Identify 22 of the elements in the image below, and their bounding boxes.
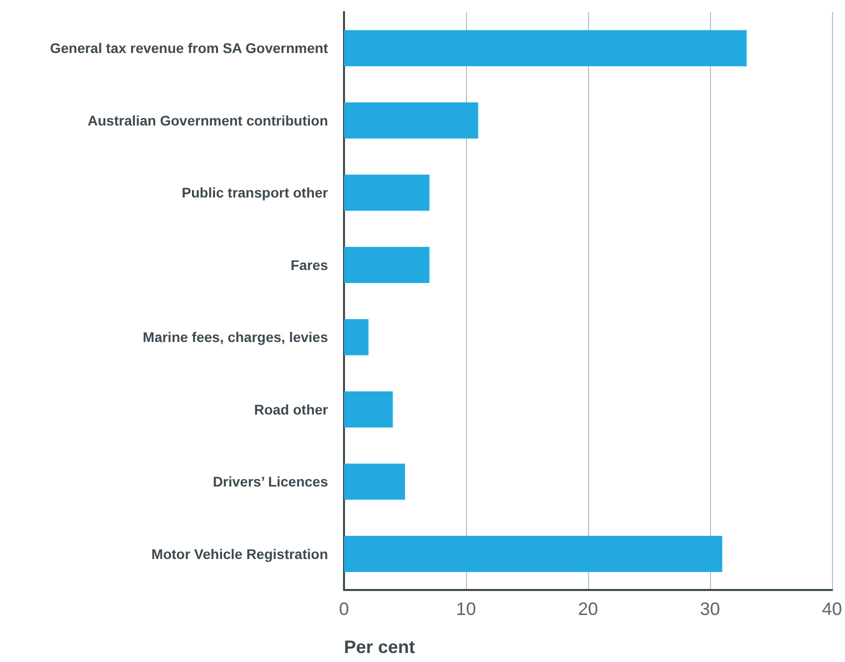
bar <box>344 319 368 356</box>
y-tick-label: Road other <box>254 401 329 418</box>
bar <box>344 30 747 66</box>
y-tick-label: Motor Vehicle Registration <box>151 546 328 562</box>
x-tick-label: 30 <box>700 599 720 619</box>
y-tick-label: Australian Government contribution <box>88 112 328 128</box>
x-tick-label: 10 <box>456 599 476 619</box>
y-tick-label: Public transport other <box>182 184 329 201</box>
x-tick-label: 0 <box>338 599 350 619</box>
y-tick-label: Fares <box>290 256 328 273</box>
y-tick-label: Drivers’ Licences <box>212 474 328 490</box>
bar <box>344 246 430 283</box>
bar <box>344 174 430 211</box>
y-tick-label: Marine fees, charges, levies <box>142 329 328 346</box>
x-tick-label: 20 <box>578 599 598 619</box>
y-tick-label: General tax revenue from SA Government <box>50 40 328 56</box>
bar <box>344 536 722 572</box>
bar <box>344 464 405 500</box>
x-axis-title: Per cent <box>344 637 416 657</box>
bar <box>344 102 478 138</box>
x-tick-label: 40 <box>822 599 842 619</box>
bar <box>344 391 393 428</box>
